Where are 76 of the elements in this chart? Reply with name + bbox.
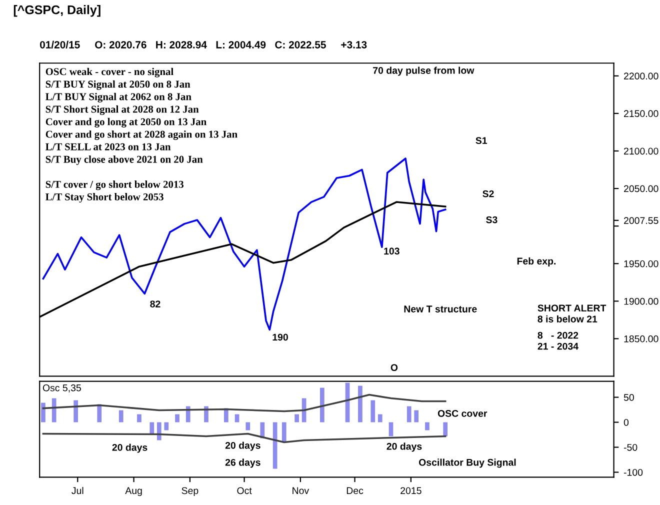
- annotation: Cover and go long at 2050 on 13 Jan: [46, 118, 206, 128]
- annotation: 103: [384, 248, 400, 255]
- y-tick-label: 2150.00: [624, 110, 658, 118]
- bar: [358, 386, 362, 422]
- annotation: S1: [476, 137, 488, 144]
- bar: [282, 422, 286, 442]
- x-tick-label: Oct: [237, 487, 252, 494]
- annotation: SHORT ALERT: [538, 304, 606, 312]
- y-tick-label: 2007.55: [624, 217, 658, 224]
- y-tick-label: 1950.00: [624, 260, 658, 268]
- x-tick-label: Jul: [72, 486, 84, 494]
- line-series: [42, 432, 446, 444]
- bar: [52, 398, 56, 422]
- bar: [41, 402, 46, 422]
- annotation: Feb exp.: [517, 257, 556, 266]
- bar: [406, 406, 412, 422]
- annotation: L/T BUY Signal at 2062 on 8 Jan: [46, 92, 192, 102]
- y-tick-label: 2100.00: [624, 148, 658, 155]
- x-tick-label: 2015: [400, 487, 422, 494]
- annotation: 82: [150, 300, 160, 308]
- bar: [378, 414, 382, 422]
- bar: [186, 406, 190, 422]
- y-tick-label: 2050.00: [624, 185, 658, 192]
- x-tick-label: Nov: [292, 487, 310, 494]
- y-tick-label: -50: [624, 444, 638, 451]
- bar: [97, 404, 102, 422]
- annotation: O: [390, 364, 398, 372]
- annotation: S/T Short Signal at 2028 on 12 Jan: [46, 105, 199, 115]
- bar: [425, 422, 430, 430]
- annotation: L/T Stay Short below 2053: [46, 193, 164, 203]
- chart-subtitle: 01/20/15 O: 2020.76 H: 2028.94 L: 2004.49 C: 2022.55 +3.13: [40, 40, 367, 49]
- bar: [414, 410, 419, 422]
- y-tick-label: 1900.00: [624, 298, 658, 305]
- annotation: OSC weak - cover - no signal: [46, 68, 174, 78]
- bar: [294, 414, 299, 422]
- annotation: S3: [486, 216, 498, 224]
- bar: [234, 414, 240, 422]
- annotation: OSC cover: [438, 410, 488, 417]
- bar: [175, 414, 180, 422]
- annotation: 21 - 2034: [538, 342, 578, 350]
- annotation: 26 days: [225, 458, 260, 468]
- bar: [150, 422, 154, 434]
- bar: [137, 414, 142, 422]
- annotation: Cover and go short at 2028 again on 13 Jan: [46, 130, 238, 140]
- x-tick-label: Aug: [125, 487, 142, 496]
- chart-title: Osc 5,35: [42, 384, 81, 392]
- y-tick-label: 0: [624, 418, 629, 426]
- bar: [443, 422, 448, 436]
- annotation: Oscillator Buy Signal: [418, 458, 516, 468]
- annotation: 20 days: [112, 444, 148, 453]
- bar: [118, 410, 124, 422]
- bar: [74, 400, 78, 422]
- annotation: 20 days: [386, 442, 422, 452]
- bar: [370, 400, 376, 422]
- chart-title: [^GSPC, Daily]: [14, 5, 100, 17]
- annotation: L/T SELL at 2023 on 13 Jan: [46, 143, 171, 150]
- annotation: S/T Buy close above 2021 on 20 Jan: [46, 155, 203, 165]
- annotation: New T structure: [404, 306, 477, 312]
- x-tick-label: Sep: [182, 487, 198, 496]
- annotation: S/T BUY Signal at 2050 on 8 Jan: [46, 80, 190, 90]
- annotation: S2: [482, 190, 494, 198]
- bar: [164, 422, 169, 430]
- y-tick-label: -100: [624, 468, 643, 476]
- annotation: 190: [272, 334, 288, 341]
- bar: [156, 422, 162, 440]
- annotation: 8 is below 21: [538, 315, 598, 322]
- bar: [320, 388, 324, 422]
- y-tick-label: 2200.00: [624, 72, 658, 80]
- y-tick-label: 1850.00: [624, 335, 658, 342]
- annotation: 20 days: [225, 442, 260, 451]
- annotation: S/T cover / go short below 2013: [46, 180, 184, 190]
- annotation: 70 day pulse from low: [373, 66, 474, 76]
- bar: [246, 422, 250, 430]
- y-tick-label: 50: [624, 394, 634, 401]
- x-tick-label: Dec: [346, 487, 364, 494]
- annotation: 8 - 2022: [538, 332, 578, 339]
